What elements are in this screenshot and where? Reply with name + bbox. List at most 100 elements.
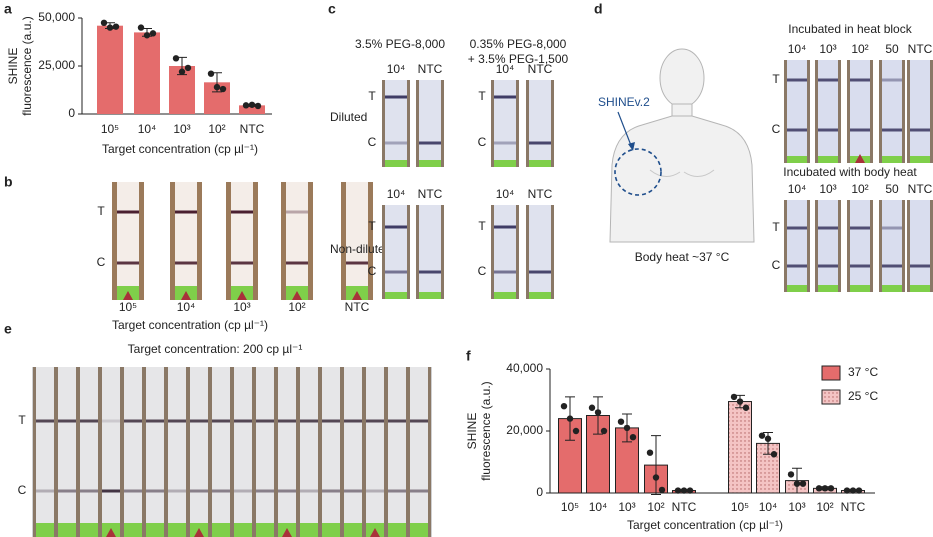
test-line <box>124 419 142 423</box>
strip-edge <box>526 205 529 299</box>
label: 10⁴ <box>177 300 196 314</box>
test-strip <box>275 367 299 537</box>
data-point <box>815 485 823 492</box>
data-point <box>566 415 574 422</box>
control-line <box>388 489 406 493</box>
label: + 3.5% PEG-1,500 <box>468 52 569 66</box>
sample-pad <box>124 523 142 537</box>
pad-mark <box>370 528 380 537</box>
test-line <box>366 419 384 423</box>
label: C <box>478 264 487 278</box>
test-strip <box>165 367 189 537</box>
strip-edge <box>382 80 385 167</box>
sample-pad <box>882 156 902 163</box>
control-line <box>124 489 142 493</box>
test-strip <box>341 182 373 300</box>
pad-mark <box>292 291 302 300</box>
caption: Body heat ~37 °C <box>635 250 730 264</box>
strip-edge <box>385 367 388 537</box>
test-strip <box>99 367 123 537</box>
strip-body <box>278 367 296 537</box>
label: Non-diluted <box>330 242 391 256</box>
sample-pad <box>300 523 318 537</box>
control-line <box>256 489 274 493</box>
control-line <box>278 489 296 493</box>
sample-pad <box>212 523 230 537</box>
data-point <box>178 68 186 75</box>
strip-edge <box>253 367 256 537</box>
strip-body <box>787 200 807 292</box>
strip-body <box>175 182 197 300</box>
control-line <box>234 489 252 493</box>
control-line <box>231 261 253 265</box>
control-line <box>910 264 930 268</box>
test-strip <box>363 367 387 537</box>
test-line <box>818 226 838 230</box>
label: C <box>772 122 781 136</box>
test-strip <box>112 182 144 300</box>
strip-body <box>818 60 838 163</box>
strip-body <box>410 367 428 537</box>
x-tick-label: 10² <box>816 500 833 514</box>
test-line <box>256 419 274 423</box>
strip-body <box>36 367 54 537</box>
data-point <box>658 486 666 494</box>
sample-pad <box>818 285 838 292</box>
control-line <box>787 264 807 268</box>
strip-edge <box>526 80 529 167</box>
sample-pad <box>344 523 362 537</box>
data-point <box>213 83 221 91</box>
strip-body <box>366 367 384 537</box>
sample-pad <box>850 285 870 292</box>
sample-pad <box>818 156 838 163</box>
x-tick-label: NTC <box>841 500 866 514</box>
control-line <box>385 141 407 145</box>
test-line <box>212 419 230 423</box>
strip-edge <box>784 60 787 163</box>
strip-edge <box>784 200 787 292</box>
sample-pad <box>419 160 441 167</box>
test-line <box>286 210 308 214</box>
strip-body <box>146 367 164 537</box>
strip-edge <box>55 367 58 537</box>
strip-edge <box>870 60 873 163</box>
strip-body <box>124 367 142 537</box>
strip-edge <box>77 367 80 537</box>
data-point <box>149 30 157 37</box>
label: 10⁵ <box>119 300 137 314</box>
test-line <box>385 95 407 99</box>
data-point <box>821 485 829 492</box>
strip-edge <box>382 205 385 299</box>
strip-edge <box>516 80 519 167</box>
strip-edge <box>165 367 168 537</box>
strip-body <box>212 367 230 537</box>
strip-edge <box>930 200 933 292</box>
test-line <box>278 419 296 423</box>
label: 10² <box>851 182 868 196</box>
data-point <box>629 434 637 441</box>
strip-edge <box>902 60 905 163</box>
strip-edge <box>815 60 818 163</box>
strip-edge <box>807 200 810 292</box>
strip-edge <box>428 367 431 537</box>
x-tick-label: NTC <box>672 500 697 514</box>
label: NTC <box>908 42 933 56</box>
sample-pad <box>80 523 98 537</box>
x-tick-label: 10³ <box>173 122 190 136</box>
label: 10⁴ <box>788 42 807 56</box>
strip-body <box>286 182 308 300</box>
control-line <box>300 489 318 493</box>
strip-body <box>190 367 208 537</box>
control-line <box>818 264 838 268</box>
data-point <box>758 432 766 439</box>
test-strip <box>382 205 410 299</box>
control-line <box>102 489 120 493</box>
label: 0.35% PEG-8,000 <box>470 37 567 51</box>
strip-body <box>234 367 252 537</box>
test-line <box>344 419 362 423</box>
sample-pad <box>388 523 406 537</box>
strip-body <box>256 367 274 537</box>
label: NTC <box>345 300 370 314</box>
strip-edge <box>491 205 494 299</box>
strip-body <box>494 205 516 299</box>
